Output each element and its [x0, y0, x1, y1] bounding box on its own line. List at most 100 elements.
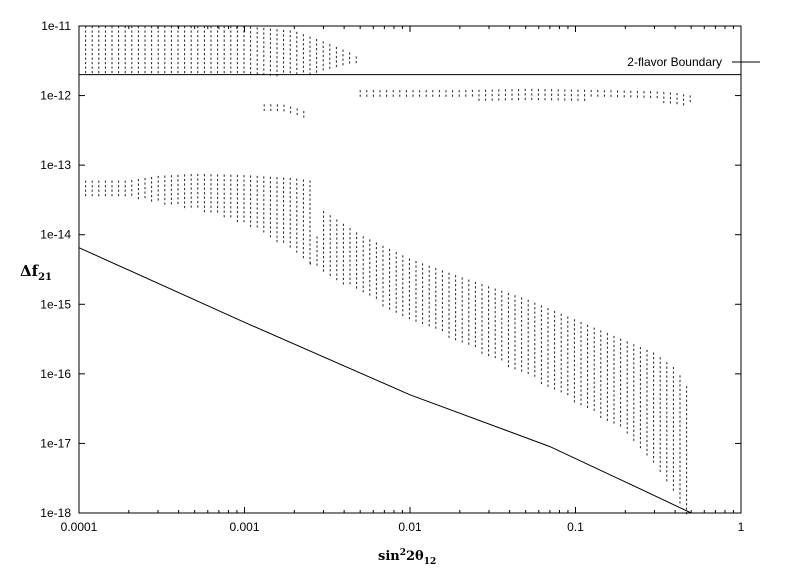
dot-point [666, 443, 668, 446]
dot-point [289, 57, 291, 60]
dot-point [366, 94, 368, 97]
dot-point [223, 66, 225, 69]
dot-point [587, 369, 589, 372]
dot-point [573, 382, 575, 385]
dot-point [157, 62, 159, 65]
dot-point [435, 286, 437, 289]
dot-point [369, 248, 371, 251]
ticks-layer: 0.0001 0.001 0.01 0.1 11e-181e-171e-161e-151… [40, 19, 744, 534]
dot-point [606, 355, 608, 358]
dot-point [111, 35, 113, 38]
dot-point [131, 39, 133, 42]
dot-point [659, 415, 661, 418]
dot-point [131, 26, 133, 29]
dot-point [432, 90, 434, 93]
dot-point [580, 367, 582, 370]
dot-point [481, 302, 483, 305]
dot-point [554, 364, 556, 368]
dot-point [316, 66, 318, 69]
dot-point [375, 278, 377, 281]
dot-point [580, 344, 582, 347]
dot-point [659, 469, 661, 472]
dot-point [488, 290, 490, 293]
dot-point [544, 89, 546, 92]
dot-point [521, 324, 523, 327]
dot-point [124, 30, 126, 33]
dot-point [481, 297, 483, 300]
dot-point [659, 460, 661, 463]
dot-point [633, 348, 635, 351]
dot-point [342, 241, 344, 244]
dot-point [91, 189, 93, 192]
dot-point [395, 292, 397, 295]
dot-point [534, 370, 536, 373]
dot-point [236, 48, 238, 51]
dot-point [177, 174, 179, 177]
dot-point [646, 408, 648, 411]
dot-point [573, 337, 575, 340]
dot-point [342, 250, 344, 253]
dot-point [144, 196, 146, 199]
dot-point [551, 89, 553, 92]
dot-point [362, 285, 364, 288]
dot-point [441, 297, 443, 300]
dot-point [491, 98, 493, 101]
dot-point [626, 341, 628, 344]
dot-point [355, 56, 357, 59]
dot-point [540, 323, 542, 326]
dot-point [679, 460, 681, 463]
dot-point [547, 357, 549, 360]
dot-point [369, 288, 371, 292]
dot-point [521, 328, 523, 332]
dot-point [488, 326, 490, 329]
dot-point [587, 365, 589, 368]
dot-point [554, 333, 556, 336]
dot-point [659, 402, 661, 405]
dot-point [666, 389, 668, 392]
legend-label: 2-flavor Boundary [627, 55, 722, 69]
dot-point [98, 26, 100, 29]
dot-point [666, 362, 668, 365]
dot-point [323, 251, 325, 254]
dot-point [369, 239, 371, 242]
dot-point [422, 312, 424, 315]
dot-point [349, 264, 351, 267]
dot-point [223, 188, 225, 191]
dot-point [104, 180, 106, 183]
dot-point [590, 94, 592, 97]
dot-point [389, 248, 391, 252]
dot-point [514, 331, 516, 334]
dot-point [144, 35, 146, 38]
dot-point [606, 391, 608, 394]
dot-point [567, 352, 569, 355]
dot-point [560, 372, 562, 375]
dot-point [567, 325, 569, 328]
dot-point [323, 211, 325, 214]
dot-point [85, 57, 87, 60]
dot-point [263, 221, 265, 224]
dot-point [461, 331, 463, 334]
dot-point [309, 239, 311, 242]
dot-point [184, 178, 186, 182]
dot-point [144, 178, 146, 181]
dot-point [118, 189, 120, 192]
dot-point [323, 265, 325, 268]
dot-point [118, 66, 120, 69]
dot-point [584, 89, 586, 92]
dot-point [203, 174, 205, 177]
dot-point [157, 71, 159, 74]
dot-point [521, 306, 523, 309]
dot-point [606, 409, 608, 412]
dot-point [323, 229, 325, 232]
dot-point [415, 319, 417, 322]
dot-point [659, 411, 661, 414]
dot-point [461, 340, 463, 343]
dot-point [534, 316, 536, 319]
dot-point [422, 263, 424, 266]
dot-point [230, 197, 232, 200]
dot-point [283, 109, 285, 112]
dot-point [382, 263, 384, 266]
dot-point [679, 384, 681, 387]
dot-point [197, 62, 199, 65]
dot-point [659, 447, 661, 450]
